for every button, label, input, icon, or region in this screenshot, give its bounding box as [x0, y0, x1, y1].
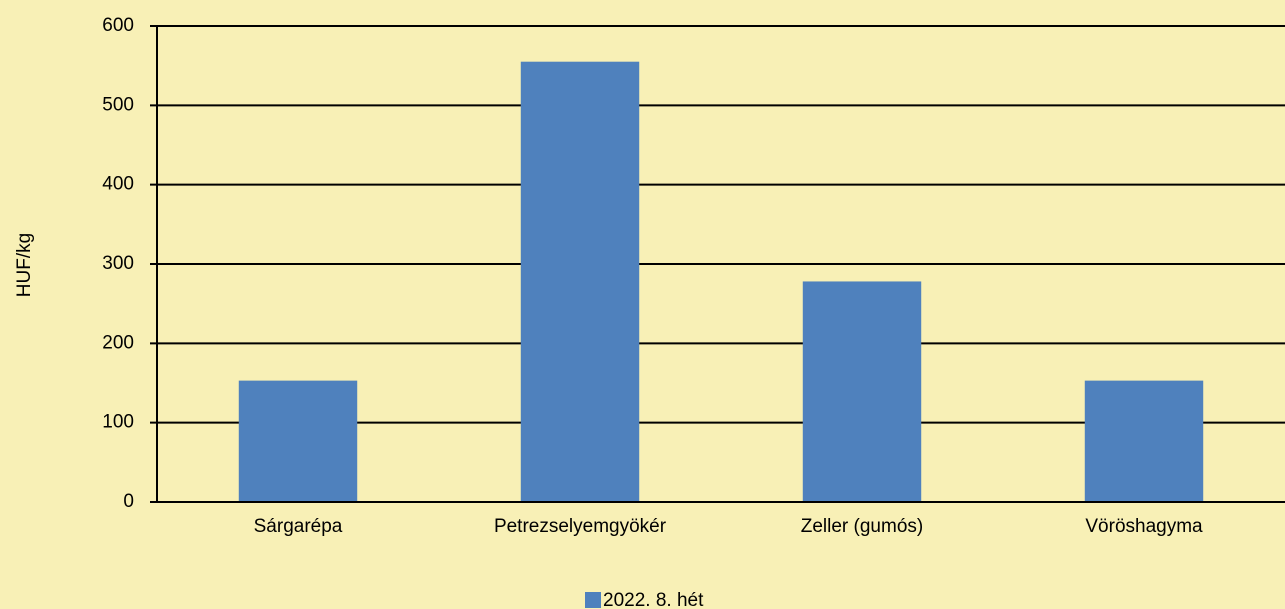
y-tick-label: 100 — [102, 412, 134, 433]
x-tick-label: Sárgarépa — [254, 516, 343, 537]
bar — [238, 380, 358, 502]
bar — [520, 61, 640, 502]
legend-swatch — [585, 592, 601, 608]
y-tick-label: 600 — [102, 15, 134, 36]
x-tick-label: Petrezselyemgyökér — [494, 516, 667, 537]
bar — [1084, 380, 1204, 502]
x-tick-label: Zeller (gumós) — [801, 516, 923, 537]
y-tick-label: 0 — [123, 491, 134, 512]
y-tick-label: 400 — [102, 174, 134, 195]
y-axis-label: HUF/kg — [14, 233, 35, 297]
legend-label: 2022. 8. hét — [603, 590, 704, 609]
y-tick-label: 300 — [102, 253, 134, 274]
y-tick-label: 200 — [102, 332, 134, 353]
y-tick-label: 500 — [102, 94, 134, 115]
x-tick-label: Vöröshagyma — [1085, 516, 1203, 537]
bar — [802, 281, 922, 502]
